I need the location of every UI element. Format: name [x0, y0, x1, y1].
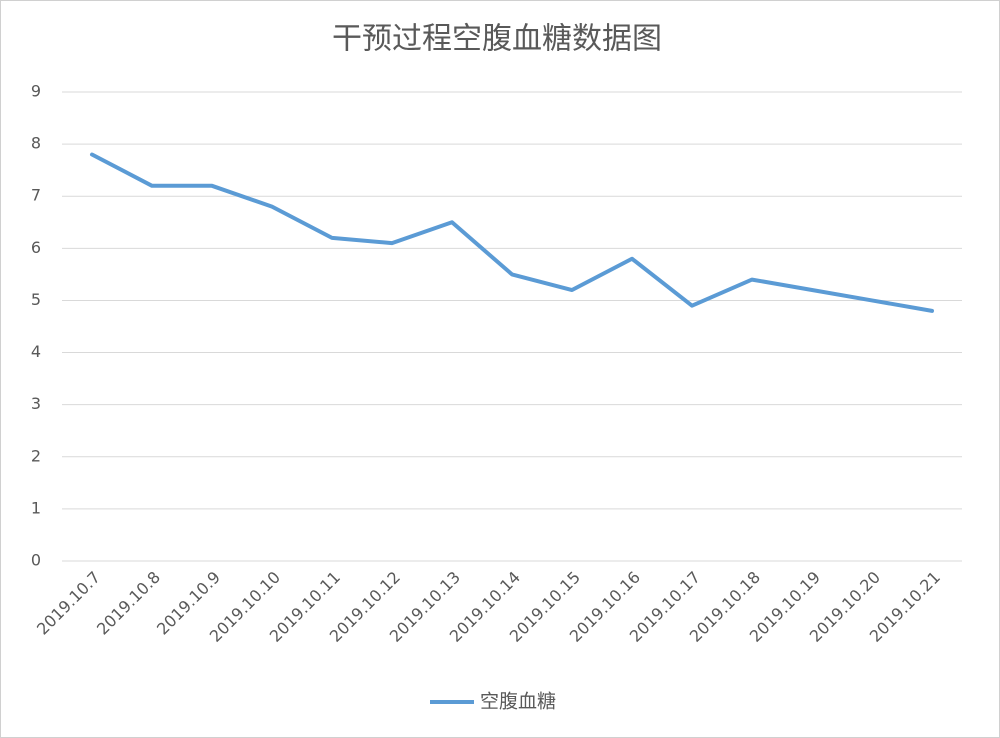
y-tick-label: 1 [31, 498, 41, 517]
y-tick-label: 6 [31, 238, 41, 257]
y-tick-label: 3 [31, 394, 41, 413]
y-tick-label: 7 [31, 186, 41, 205]
y-tick-label: 2 [31, 446, 41, 465]
y-tick-label: 4 [31, 342, 41, 361]
y-tick-label: 5 [31, 290, 41, 309]
chart-title: 干预过程空腹血糖数据图 [332, 22, 662, 57]
y-tick-label: 8 [31, 134, 41, 153]
data-line [90, 152, 934, 313]
y-tick-label: 0 [31, 551, 41, 570]
y-tick-label: 9 [31, 82, 41, 101]
legend-label: 空腹血糖 [480, 691, 556, 713]
